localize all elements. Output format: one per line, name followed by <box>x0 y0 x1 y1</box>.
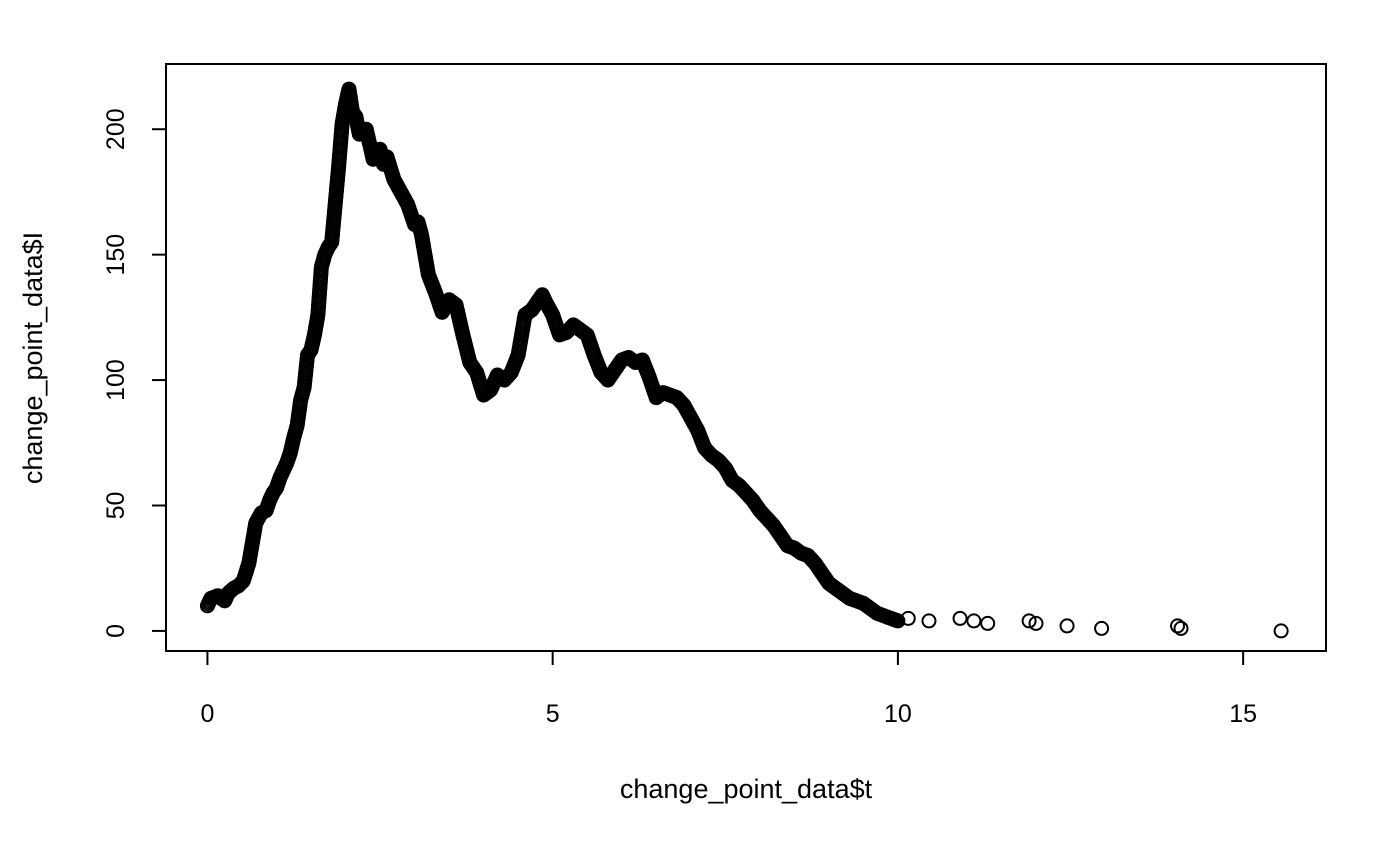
data-point <box>1059 618 1075 634</box>
x-tick-label: 10 <box>884 700 912 728</box>
y-axis: 0 50 100 150 200 <box>102 108 167 638</box>
y-tick-label: 0 <box>102 624 130 638</box>
data-point <box>1094 620 1110 636</box>
y-tick-label: 100 <box>102 359 130 401</box>
data-point <box>980 615 996 631</box>
x-tick-label: 5 <box>546 700 560 728</box>
x-tick-label: 15 <box>1229 700 1257 728</box>
data-point <box>1021 613 1037 629</box>
x-axis-label: change_point_data$t <box>620 774 873 804</box>
x-axis: 0 5 10 15 <box>200 650 1257 728</box>
y-tick-label: 50 <box>102 492 130 520</box>
y-tick-label: 200 <box>102 108 130 150</box>
data-point <box>1273 623 1289 639</box>
data-point <box>1028 615 1044 631</box>
y-tick-label: 150 <box>102 234 130 276</box>
data-point <box>1170 618 1186 634</box>
data-point <box>952 610 968 626</box>
data-points <box>199 81 1289 639</box>
data-point <box>890 613 906 629</box>
data-point <box>900 610 916 626</box>
data-point <box>1173 620 1189 636</box>
y-axis-label: change_point_data$I <box>18 232 48 484</box>
x-tick-label: 0 <box>200 700 214 728</box>
data-point <box>921 613 937 629</box>
data-point <box>966 613 982 629</box>
